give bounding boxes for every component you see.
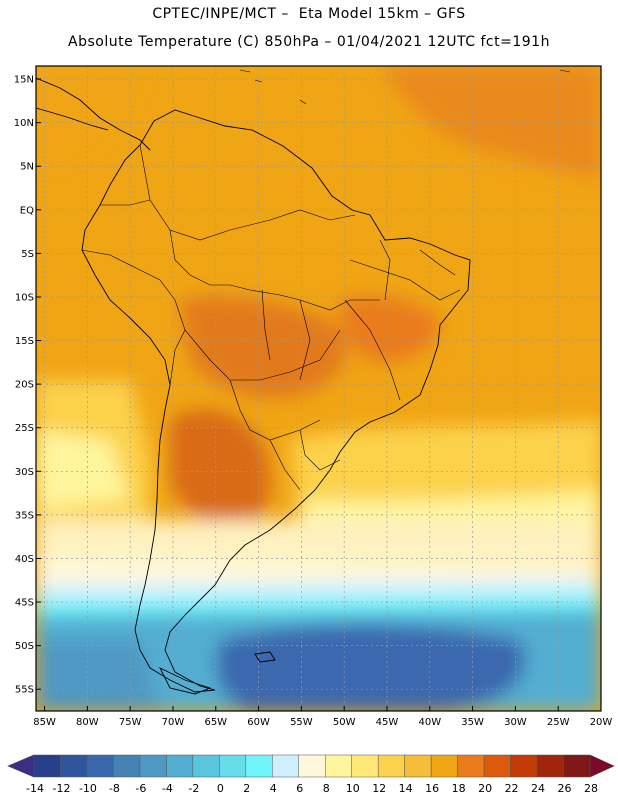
map-title-line2: Absolute Temperature (C) 850hPa – 01/04/… — [68, 34, 550, 50]
lon-tick-label: 35W — [461, 717, 484, 728]
colorbar-swatch — [272, 754, 300, 778]
colorbar-swatch — [430, 754, 458, 778]
colorbar-label: -12 — [52, 782, 70, 795]
colorbar-arrow-low — [7, 754, 35, 778]
lat-tick-label: 30S — [15, 467, 34, 478]
lon-tick-label: 65W — [204, 717, 227, 728]
lat-tick-label: 10N — [14, 118, 34, 129]
colorbar-swatch — [351, 754, 379, 778]
lon-tick-label: 70W — [162, 717, 185, 728]
colorbar-label: -14 — [26, 782, 44, 795]
colorbar-swatch — [245, 754, 273, 778]
colorbar-label: 20 — [478, 782, 492, 795]
lon-tick-label: 50W — [333, 717, 356, 728]
colorbar-arrow-high — [589, 754, 615, 778]
country-borders — [81, 144, 461, 491]
colorbar-label: 12 — [372, 782, 386, 795]
colorbar-swatch — [563, 754, 591, 778]
colorbar-label: 18 — [452, 782, 466, 795]
lon-tick-label: 20W — [590, 717, 613, 728]
lon-tick-label: 80W — [76, 717, 99, 728]
colorbar-swatch — [483, 754, 511, 778]
longitude-labels: 85W 80W 75W 70W 65W 60W 55W 50W 45W 40W 35W 30W 25W 2… — [33, 706, 612, 728]
colorbar-label: 2 — [243, 782, 250, 795]
map-title-line1: CPTEC/INPE/MCT – Eta Model 15km – GFS — [152, 6, 466, 22]
tierra-del-fuego — [159, 667, 212, 695]
colorbar-label: -2 — [188, 782, 199, 795]
colorbar-label: -8 — [109, 782, 120, 795]
coastlines — [36, 69, 571, 695]
colorbar-swatch — [60, 754, 88, 778]
lon-tick-label: 40W — [418, 717, 441, 728]
lat-tick-label: 20S — [15, 380, 34, 391]
caribbean-islands — [239, 69, 571, 105]
lat-tick-label: 25S — [15, 423, 34, 434]
lon-tick-label: 85W — [33, 717, 56, 728]
colorbar-swatch — [86, 754, 114, 778]
colorbar-swatch — [192, 754, 220, 778]
colorbar-swatch — [510, 754, 538, 778]
lat-tick-label: 5S — [21, 249, 34, 260]
colorbar-label: 8 — [323, 782, 330, 795]
colorbar-label: 14 — [399, 782, 413, 795]
field-brazil-warm — [340, 296, 440, 363]
south-america-outline — [81, 109, 471, 693]
colorbar-swatch — [536, 754, 564, 778]
colorbar-swatch — [33, 754, 61, 778]
field-cold-core — [216, 625, 526, 711]
colorbar-swatch — [377, 754, 405, 778]
colorbar-swatch — [219, 754, 247, 778]
lon-tick-label: 30W — [504, 717, 527, 728]
field-north-atlantic-warm — [380, 66, 601, 180]
lat-tick-label: 40S — [15, 554, 34, 565]
colorbar-label: 22 — [505, 782, 519, 795]
lat-tick-label: 10S — [15, 292, 34, 303]
lat-tick-label: 15N — [14, 75, 34, 86]
colorbar: -14 -12 -10 -8 -6 -4 -2 0 2 4 6 8 10 12 14 16 18 20 22 24 26… — [7, 754, 615, 795]
lat-tick-label: EQ — [20, 205, 34, 216]
lat-tick-label: 5N — [20, 162, 34, 173]
colorbar-label: 16 — [425, 782, 439, 795]
colorbar-label: -4 — [162, 782, 173, 795]
field-atlantic-mild — [290, 420, 601, 520]
colorbar-swatch — [139, 754, 167, 778]
lon-tick-label: 60W — [247, 717, 270, 728]
field-southwest-cold — [36, 640, 160, 711]
colorbar-label: 0 — [217, 782, 224, 795]
temperature-field — [36, 66, 601, 711]
central-america-outline — [36, 77, 151, 151]
map-gridlines — [36, 66, 601, 711]
colorbar-swatch — [457, 754, 485, 778]
map-frame — [35, 65, 602, 712]
lat-tick-label: 35S — [15, 510, 34, 521]
lon-tick-label: 45W — [376, 717, 399, 728]
colorbar-label: 26 — [558, 782, 572, 795]
lon-tick-label: 75W — [119, 717, 142, 728]
lat-tick-label: 50S — [15, 641, 34, 652]
colorbar-swatch — [404, 754, 432, 778]
lat-tick-label: 15S — [15, 336, 34, 347]
colorbar-label: -10 — [79, 782, 97, 795]
colorbar-label: 4 — [270, 782, 277, 795]
colorbar-swatch — [166, 754, 194, 778]
field-argentina-warm — [170, 409, 271, 531]
colorbar-label: 28 — [584, 782, 598, 795]
latitude-labels: 15N 10N 5N EQ 5S 10S 15S 20S 25S 30S 35S 40S 45S 50S 5… — [14, 75, 41, 696]
field-southern-pale — [36, 520, 601, 575]
colorbar-label: 24 — [531, 782, 545, 795]
colorbar-swatch — [324, 754, 352, 778]
colorbar-swatch — [113, 754, 141, 778]
lon-tick-label: 55W — [290, 717, 313, 728]
colorbar-label: 10 — [346, 782, 360, 795]
lon-tick-label: 25W — [547, 717, 570, 728]
lat-tick-label: 45S — [15, 598, 34, 609]
lat-tick-label: 55S — [15, 685, 34, 696]
colorbar-label: 6 — [296, 782, 303, 795]
colorbar-label: -6 — [135, 782, 146, 795]
colorbar-swatch — [298, 754, 326, 778]
falklands — [254, 651, 276, 663]
field-pacific-cool — [36, 430, 130, 510]
